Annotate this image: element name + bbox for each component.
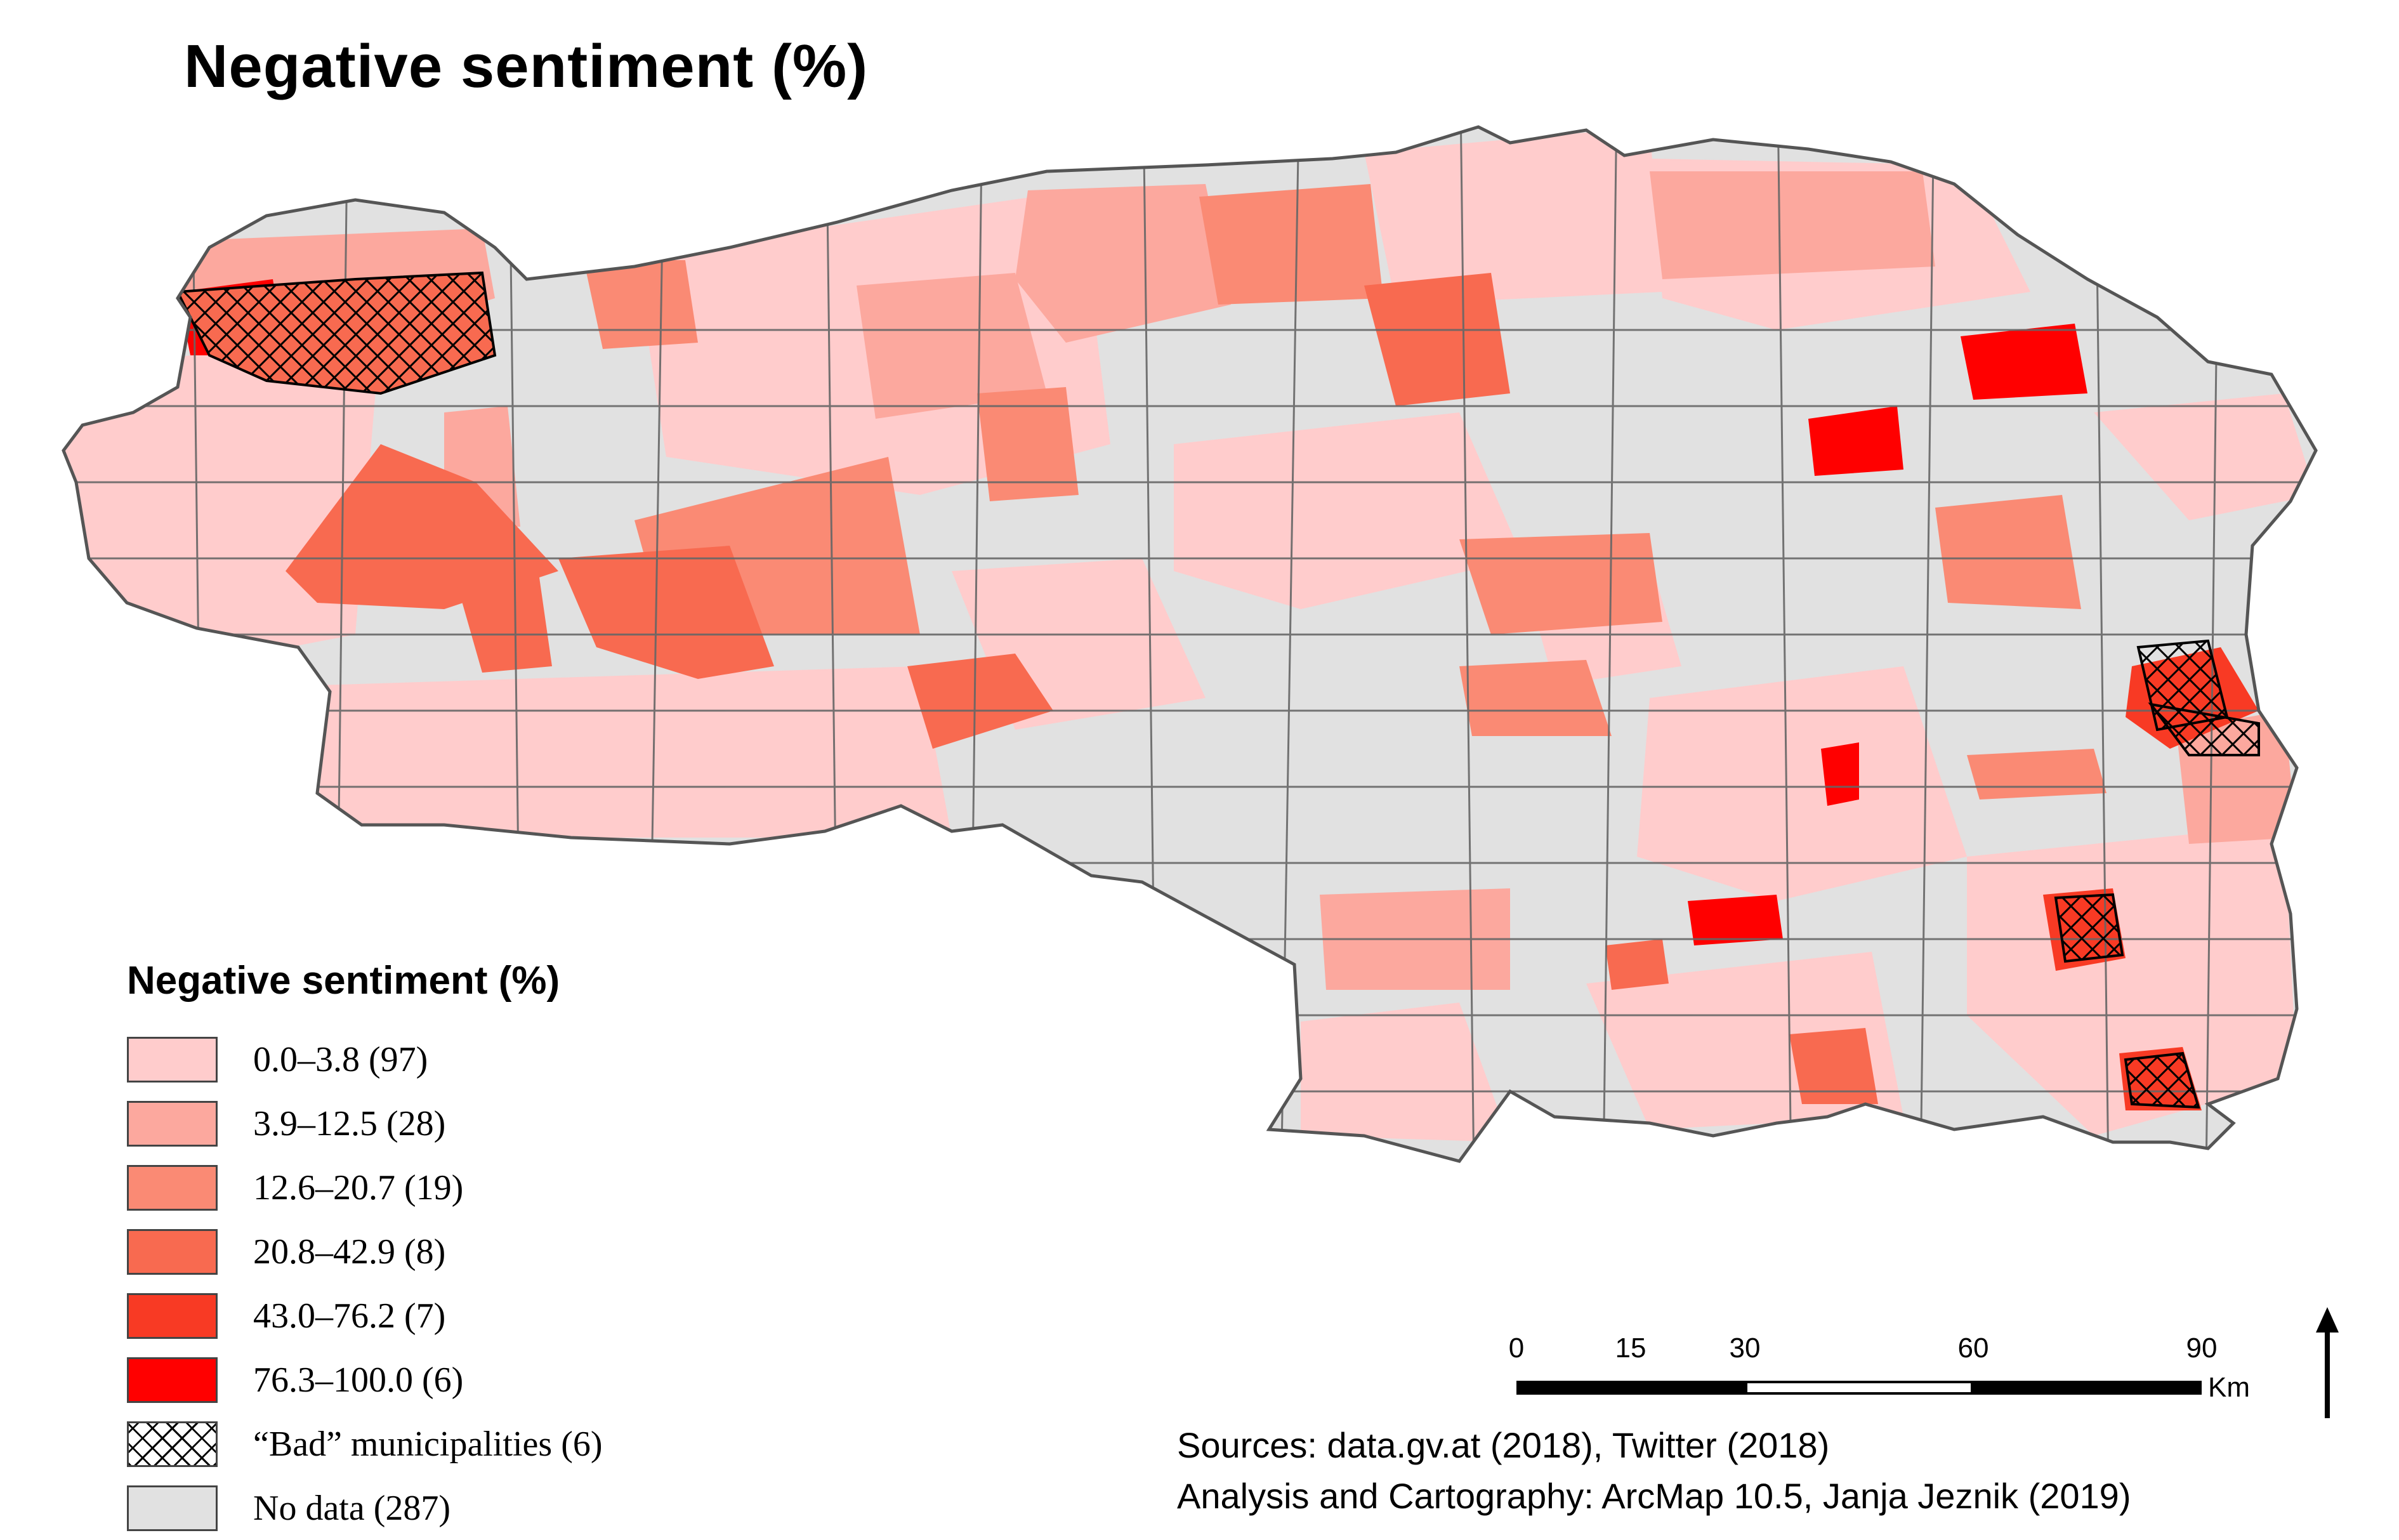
north-arrow-icon — [2316, 1307, 2339, 1418]
legend-title: Negative sentiment (%) — [127, 959, 560, 1003]
legend-label: No data (287) — [253, 1488, 451, 1528]
legend-label: 76.3–100.0 (6) — [253, 1360, 464, 1400]
legend-swatch — [127, 1228, 218, 1275]
legend-label: “Bad” municipalities (6) — [253, 1424, 603, 1464]
legend-item: 12.6–20.7 (19) — [127, 1155, 602, 1220]
scale-tick-label: 0 — [1508, 1333, 1525, 1364]
map-title: Negative sentiment (%) — [184, 32, 869, 100]
legend-swatch — [127, 1357, 218, 1403]
legend-items: 0.0–3.8 (97) 3.9–12.5 (28) 12.6–20.7 (19) 2… — [127, 1027, 602, 1540]
legend-label: 12.6–20.7 (19) — [253, 1168, 464, 1208]
scale-segment — [1745, 1381, 1973, 1395]
legend-swatch — [127, 1293, 218, 1339]
scale-tick-label: 15 — [1615, 1333, 1646, 1364]
legend-item: 0.0–3.8 (97) — [127, 1027, 602, 1091]
legend-swatch — [127, 1485, 218, 1531]
map-legend: Negative sentiment (%) 0.0–3.8 (97) 3.9–1… — [127, 958, 602, 1540]
legend-swatch — [127, 1036, 218, 1083]
credits-line: Analysis and Cartography: ArcMap 10.5, J… — [1177, 1476, 2131, 1516]
sources-line: Sources: data.gv.at (2018), Twitter (201… — [1177, 1425, 1830, 1465]
legend-item: 76.3–100.0 (6) — [127, 1348, 602, 1412]
legend-label: 20.8–42.9 (8) — [253, 1232, 446, 1272]
legend-item: 20.8–42.9 (8) — [127, 1220, 602, 1284]
legend-swatch — [127, 1100, 218, 1147]
bad-municipalities — [175, 271, 2260, 1109]
scale-unit: Km — [2208, 1372, 2250, 1403]
legend-label: 43.0–76.2 (7) — [253, 1296, 446, 1336]
legend-item: 3.9–12.5 (28) — [127, 1091, 602, 1155]
scale-tick-label: 90 — [2186, 1333, 2218, 1364]
legend-item: 43.0–76.2 (7) — [127, 1284, 602, 1348]
legend-item: No data (287) — [127, 1476, 602, 1540]
legend-swatch — [127, 1164, 218, 1211]
scale-tick-label: 60 — [1957, 1333, 1989, 1364]
legend-label: 3.9–12.5 (28) — [253, 1103, 446, 1143]
scale-tick-label: 30 — [1729, 1333, 1761, 1364]
sources-note: Sources: data.gv.at (2018), Twitter (201… — [1177, 1420, 2131, 1522]
legend-item: “Bad” municipalities (6) — [127, 1412, 602, 1476]
scale-bar: 0 15 30 60 90 Km — [1509, 1333, 2252, 1403]
scale-segment — [1973, 1381, 2202, 1395]
legend-swatch — [127, 1421, 218, 1467]
legend-label: 0.0–3.8 (97) — [253, 1039, 428, 1079]
scale-segment — [1516, 1381, 1745, 1395]
